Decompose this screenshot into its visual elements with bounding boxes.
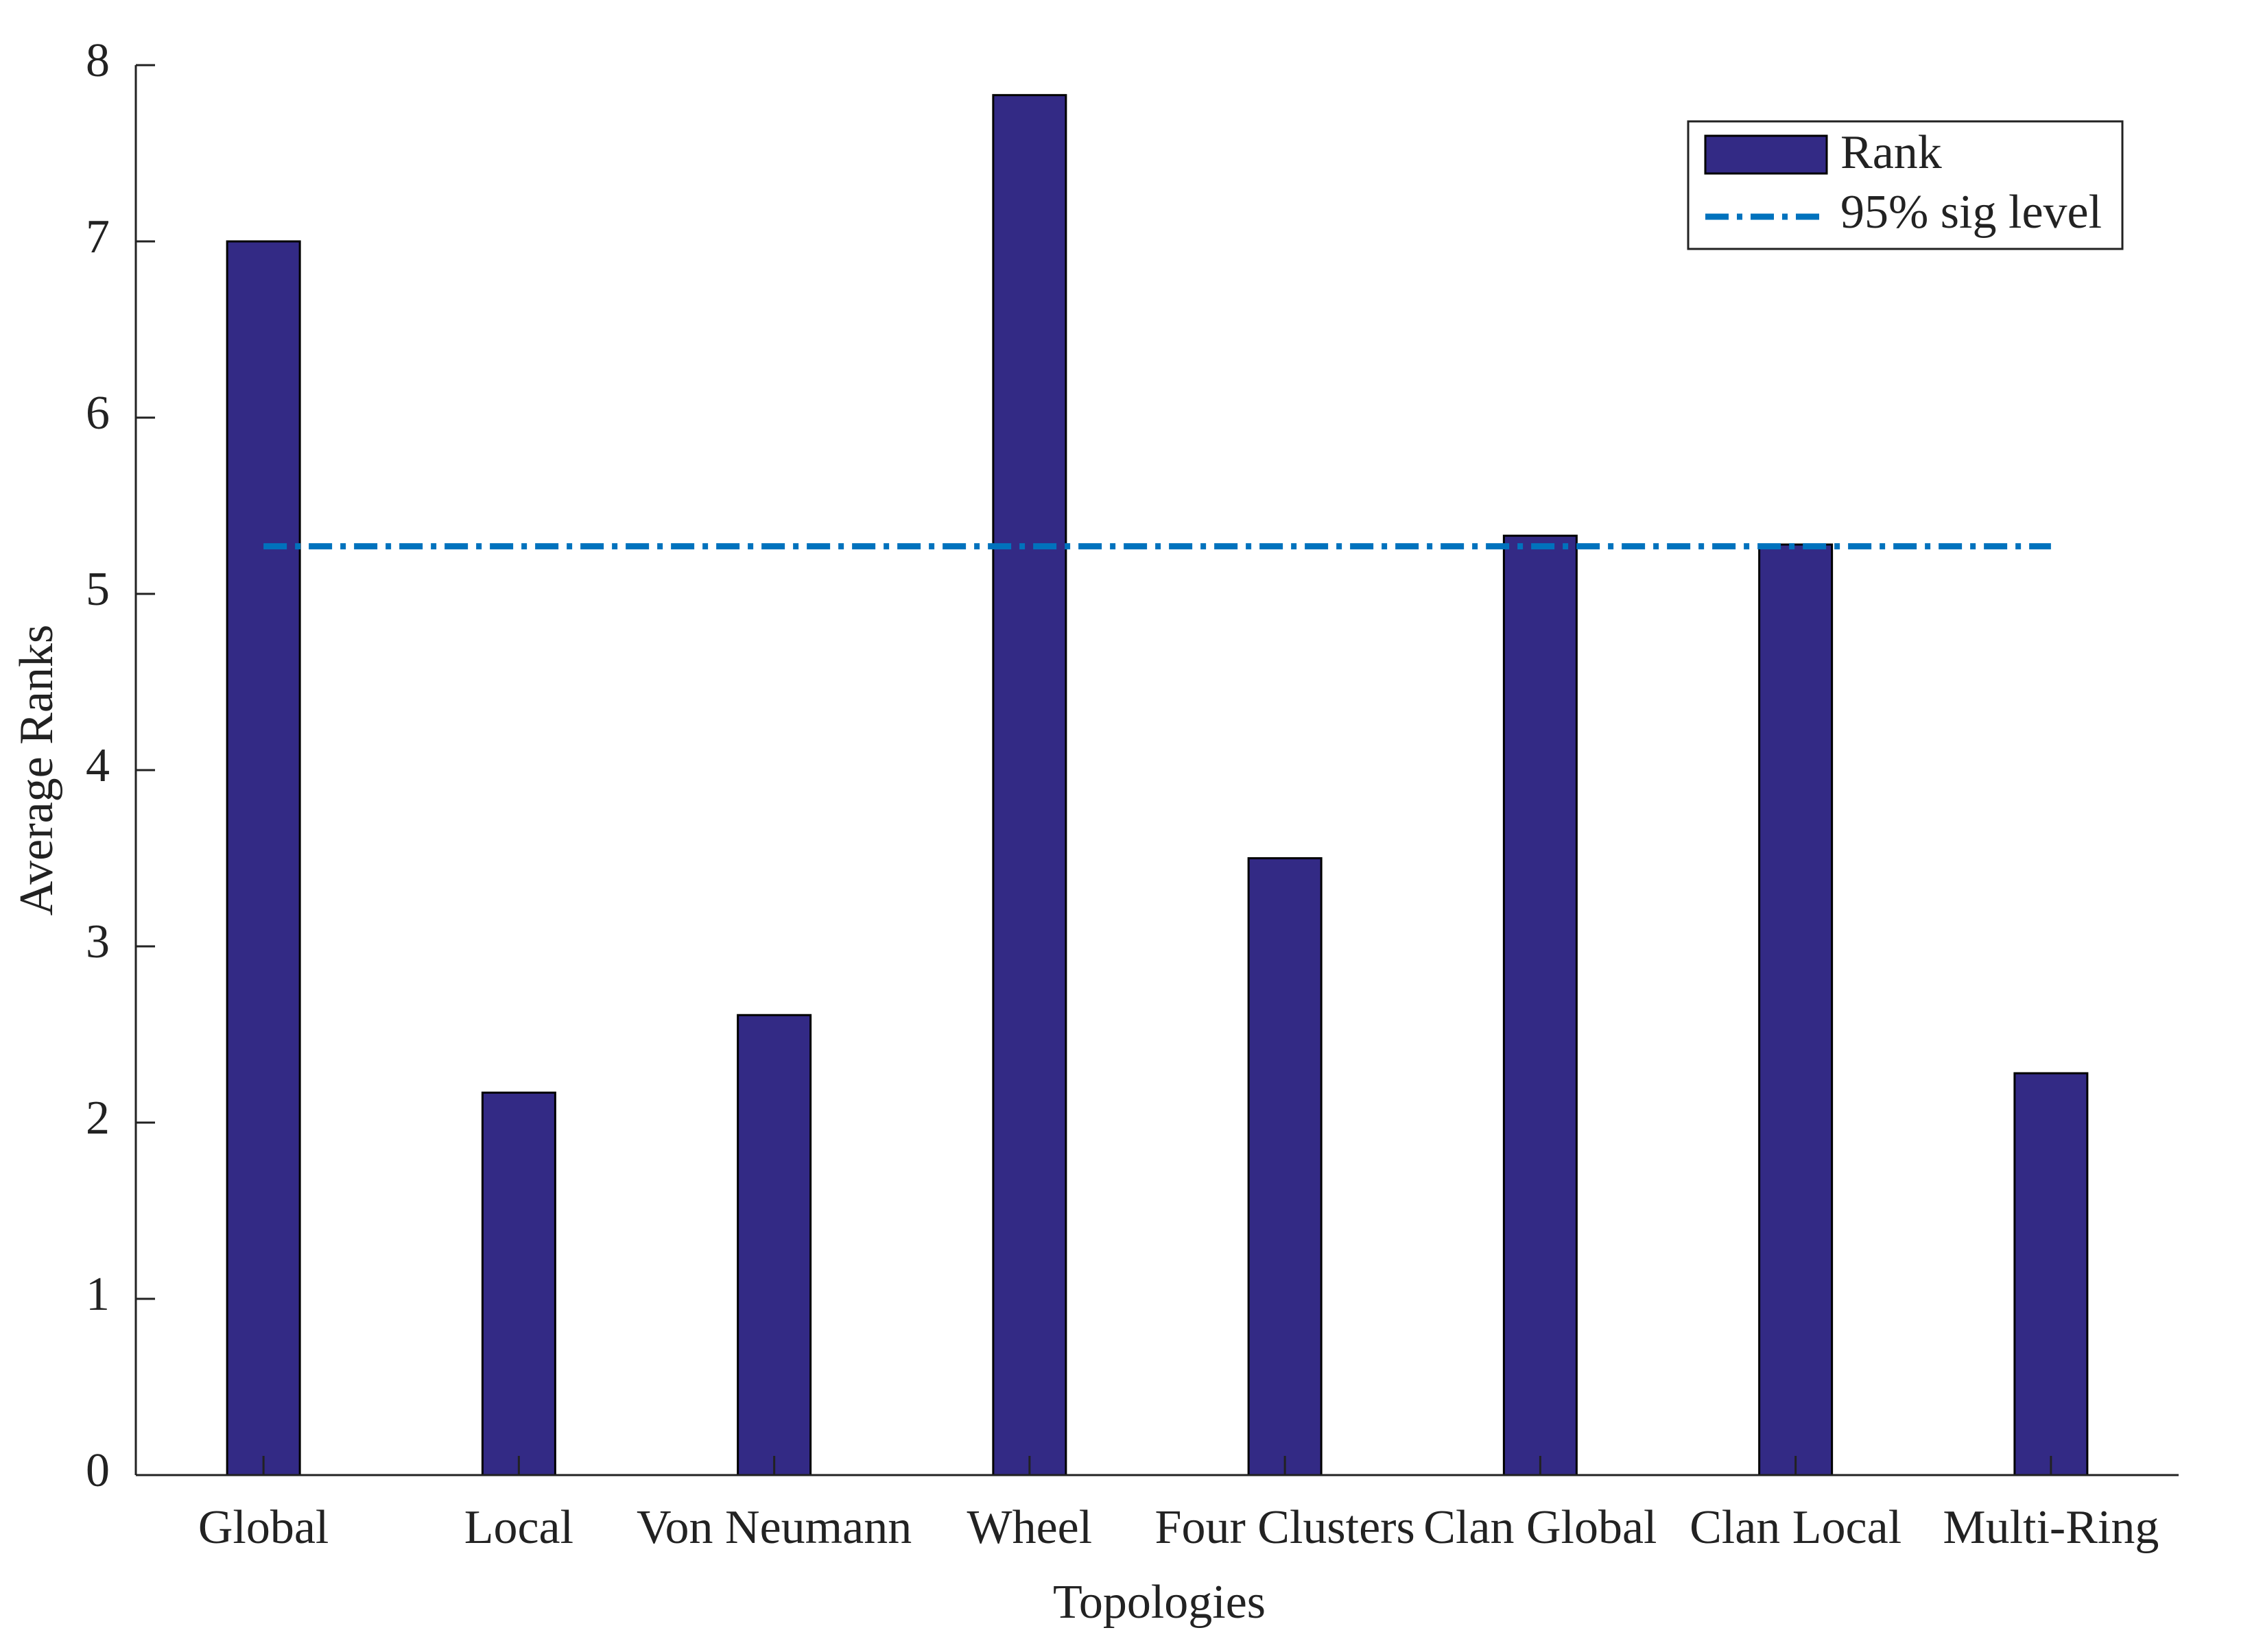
bar (1758, 543, 1834, 1476)
y-tick-label: 6 (86, 387, 110, 440)
x-tick-label: Global (198, 1501, 329, 1554)
y-tick-label: 2 (86, 1092, 110, 1145)
y-axis-label: Average Ranks (10, 625, 63, 915)
y-tick-label: 4 (86, 739, 110, 792)
bar (2013, 1072, 2089, 1476)
x-tick-label: Wheel (967, 1501, 1093, 1554)
legend-swatch (1704, 134, 1828, 175)
x-tick-label: Clan Global (1423, 1501, 1657, 1554)
bar (737, 1014, 812, 1476)
bar (226, 240, 301, 1476)
x-tick-label: Von Neumann (637, 1501, 912, 1554)
y-tick-label: 8 (86, 34, 110, 87)
x-tick-label: Multi-Ring (1943, 1501, 2159, 1554)
y-tick-label: 1 (86, 1268, 110, 1321)
y-tick-label: 5 (86, 563, 110, 616)
x-tick-label: Four Clusters (1155, 1501, 1415, 1554)
y-tick-label: 0 (86, 1444, 110, 1497)
y-tick-label: 7 (86, 211, 110, 263)
legend-label: 95% sig level (1840, 186, 2102, 239)
bar (1247, 857, 1323, 1476)
x-tick-label: Clan Local (1690, 1501, 1901, 1554)
bar (992, 94, 1067, 1476)
bar (481, 1091, 556, 1476)
x-tick-label: Local (464, 1501, 573, 1554)
x-axis-label: Topologies (1053, 1576, 1266, 1629)
bar (1502, 534, 1578, 1476)
legend-label: Rank (1840, 126, 1942, 179)
y-tick-label: 3 (86, 915, 110, 968)
